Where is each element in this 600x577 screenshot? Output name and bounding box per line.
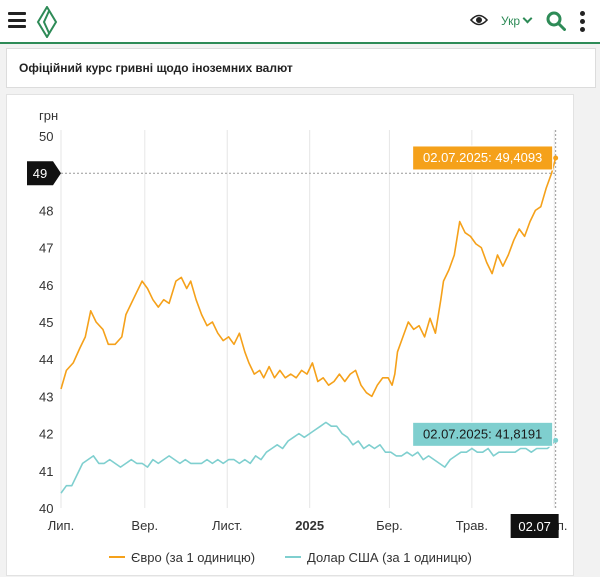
page-title: Офіційний курс гривні щодо іноземних вал… — [19, 61, 293, 75]
chart-grid — [60, 130, 555, 508]
language-label: Укр — [501, 14, 521, 28]
legend-label-2[interactable]: Долар США (за 1 одиницю) — [307, 550, 472, 565]
crosshair-y-label: 49 — [33, 166, 47, 181]
crosshair-y-label-box — [27, 161, 61, 186]
logo-icon[interactable] — [36, 6, 58, 38]
y-tick-label: 47 — [39, 241, 53, 256]
hamburger-menu-icon[interactable] — [8, 12, 26, 28]
y-tick-label: 46 — [39, 278, 53, 293]
more-options-icon[interactable] — [580, 11, 586, 33]
x-tick-label: Вер. — [131, 518, 158, 533]
y-tick-label: 50 — [39, 129, 53, 144]
x-tick-label: Трав. — [456, 518, 488, 533]
tooltip-label-2: 02.07.2025: 41,8191 — [423, 426, 542, 441]
series-end-point-1 — [553, 155, 559, 161]
search-icon[interactable] — [546, 11, 566, 31]
chart-card: грн 40 41 42 43 44 45 46 47 48 49 50 Лип. Вер. Лист. 2… — [6, 94, 574, 576]
crosshair: 49 02.07.2025: 49,4093 02.07.2025: 41,8191… — [27, 130, 559, 538]
crosshair-x-label: 02.07 — [518, 519, 551, 534]
x-tick-label: Бер. — [376, 518, 403, 533]
chart-legend[interactable]: Євро (за 1 одиницю) Долар США (за 1 одини… — [109, 550, 472, 565]
y-tick-label: 40 — [39, 501, 53, 516]
tooltip-box-2 — [412, 421, 554, 447]
tooltip-box-1 — [412, 145, 554, 171]
crosshair-x-label-box — [510, 514, 559, 538]
eye-icon[interactable] — [470, 13, 488, 27]
y-tick-label: 43 — [39, 389, 53, 404]
top-bar: Укр — [0, 0, 600, 44]
exchange-rate-chart: грн 40 41 42 43 44 45 46 47 48 49 50 Лип. Вер. Лист. 2… — [27, 108, 568, 565]
title-card: Офіційний курс гривні щодо іноземних вал… — [6, 48, 596, 88]
chart-series — [60, 157, 557, 494]
series-end-point-2 — [553, 437, 559, 443]
y-tick-label: 41 — [39, 464, 53, 479]
y-tick-label: 42 — [39, 427, 53, 442]
chevron-down-icon — [522, 13, 533, 24]
x-tick-label: 2025 — [295, 518, 324, 533]
series-line-2 — [60, 421, 557, 494]
y-axis-unit-label: грн — [39, 108, 58, 123]
y-tick-label: 44 — [39, 352, 53, 367]
x-tick-label: Лист. — [212, 518, 242, 533]
legend-label-1[interactable]: Євро (за 1 одиницю) — [131, 550, 255, 565]
y-tick-label: 45 — [39, 315, 53, 330]
series-line-1 — [60, 157, 557, 398]
tooltip-label-1: 02.07.2025: 49,4093 — [423, 150, 542, 165]
y-tick-label: 48 — [39, 203, 53, 218]
language-selector[interactable]: Укр — [501, 13, 533, 28]
x-tick-label: Лип. — [48, 518, 74, 533]
y-axis: грн4041424344454647484950 — [39, 108, 58, 516]
